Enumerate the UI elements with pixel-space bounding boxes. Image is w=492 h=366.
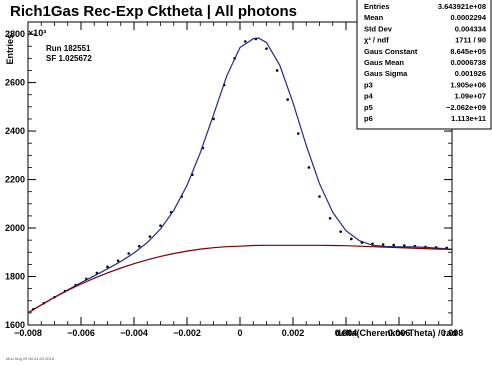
data-point [381,243,385,246]
x-axis-title: delta(Cherenkov Theta) / rad [335,328,457,338]
y-tick-label: 2200 [5,175,25,185]
y-tick-label: 2800 [5,29,25,39]
data-point [127,252,130,255]
data-point [244,40,247,43]
data-point [275,69,279,72]
stat-label: Gaus Mean [364,58,404,67]
total-fit-curve [27,37,453,314]
stat-label: Mean [364,13,384,22]
stat-label: χ² / ndf [364,36,389,45]
stat-value: 1.09e+07 [455,92,487,101]
stat-value: −2.062e+09 [446,103,486,112]
stats-box-frame [356,0,492,130]
stat-value: 8.645e+05 [450,47,486,56]
x-tick-label: 0.004 [335,328,358,338]
stat-value: 0.001926 [455,69,486,78]
stat-value: 0.0002294 [451,13,487,22]
series-layer [27,37,453,314]
x-tick-label: 0 [237,328,242,338]
footer-timestamp: Mon Aug 29 00:41:03 2016 [6,356,55,361]
data-point [392,243,396,247]
data-point [328,217,332,220]
data-point [403,244,406,247]
y-axis-tick-labels: 1600 1800 2000 2200 2400 2600 2800 [5,29,25,330]
data-point [350,237,353,241]
chart-title: Rich1Gas Rec-Exp Cktheta | All photons [10,3,297,20]
y-tick-label: 1600 [5,320,25,330]
stat-label: p3 [364,80,373,89]
stat-label: Std Dev [364,24,393,33]
y-tick-label: 2000 [5,223,25,233]
stat-label: Gaus Constant [364,47,418,56]
stat-value: 1711 / 90 [455,36,486,45]
stats-box: Entries 3.643921e+08 Mean 0.0002294 Std Dev 0… [356,0,492,130]
stat-value: 1.905e+06 [450,80,486,89]
data-point [106,265,109,269]
x-tick-label: 0.002 [282,328,305,338]
x-tick-label: 0.006 [388,328,411,338]
y-axis-title: Entries [5,34,15,65]
data-point [297,132,300,135]
stat-value: 3.643921e+08 [438,2,486,11]
stat-value: 0.0006738 [451,58,486,67]
y-tick-label: 2400 [5,126,25,136]
sf-label: SF 1.025672 [46,54,92,63]
data-point [265,47,268,50]
x-tick-label: −0.004 [120,328,148,338]
stat-value: 0.004334 [455,24,487,33]
data-point [116,259,120,263]
stat-label: Entries [364,2,389,11]
data-point [307,166,311,169]
data-point [318,195,321,198]
y-tick-label: 2600 [5,78,25,88]
y-axis-multiplier: ×10³ [28,28,46,38]
x-tick-label: −0.006 [67,328,95,338]
data-point [138,244,141,248]
stat-value: 1.113e+11 [451,114,486,123]
x-tick-label: −0.002 [173,328,201,338]
run-label: Run 182551 [46,44,91,53]
x-axis-tick-labels: −0.008 −0.006 −0.004 −0.002 0 0.002 0.004 0.006… [14,328,463,338]
stat-label: Gaus Sigma [364,69,408,78]
data-point [339,230,343,233]
background-fit-curve [27,244,453,314]
data-point [159,224,162,227]
data-point [286,98,290,101]
stat-label: p5 [364,103,373,112]
y-tick-label: 1800 [5,272,25,282]
stat-label: p4 [364,92,374,101]
data-point [148,235,152,238]
x-tick-label: 0.008 [441,328,464,338]
stat-label: p6 [364,114,373,123]
x-tick-label: −0.008 [14,328,42,338]
